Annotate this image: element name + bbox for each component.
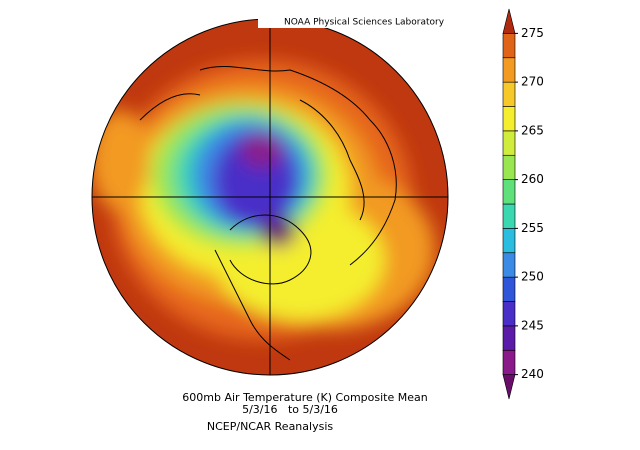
colorbar-segment (502, 349, 516, 375)
colorbar-segment (502, 325, 516, 351)
colorbar-segment (502, 252, 516, 278)
colorbar-segment (502, 8, 516, 34)
colorbar-segment (502, 301, 516, 327)
temperature-map (92, 19, 448, 375)
colorbar-segment (502, 33, 516, 59)
colorbar: 240 245 250 255 260 265 270 275 (502, 8, 544, 400)
colorbar-segment (502, 57, 516, 83)
colorbar-label: 250 (521, 270, 544, 284)
colorbar-label: 270 (521, 75, 544, 89)
caption: 600mb Air Temperature (K) Composite Mean (182, 391, 427, 404)
colorbar-segment (502, 203, 516, 229)
colorbar-segment (502, 106, 516, 132)
colorbar-segment (502, 228, 516, 254)
header-box (258, 15, 450, 28)
colorbar-label: 260 (521, 172, 544, 186)
colorbar-label: 275 (521, 26, 544, 40)
coastlines (139, 66, 397, 361)
colorbar-label: 265 (521, 123, 544, 137)
caption: NCEP/NCAR Reanalysis (207, 420, 333, 433)
colorbar-segment (502, 179, 516, 205)
colorbar-segment (502, 81, 516, 107)
colorbar-segment (502, 130, 516, 156)
colorbar-segment (502, 374, 516, 400)
caption: 5/3/16 to 5/3/16 (242, 403, 338, 416)
colorbar-label: 245 (521, 318, 544, 332)
colorbar-segment (502, 154, 516, 180)
header-text: NOAA Physical Sciences Laboratory (284, 18, 445, 28)
colorbar-label: 240 (521, 367, 544, 381)
colorbar-segment (502, 276, 516, 302)
colorbar-label: 255 (521, 221, 544, 235)
